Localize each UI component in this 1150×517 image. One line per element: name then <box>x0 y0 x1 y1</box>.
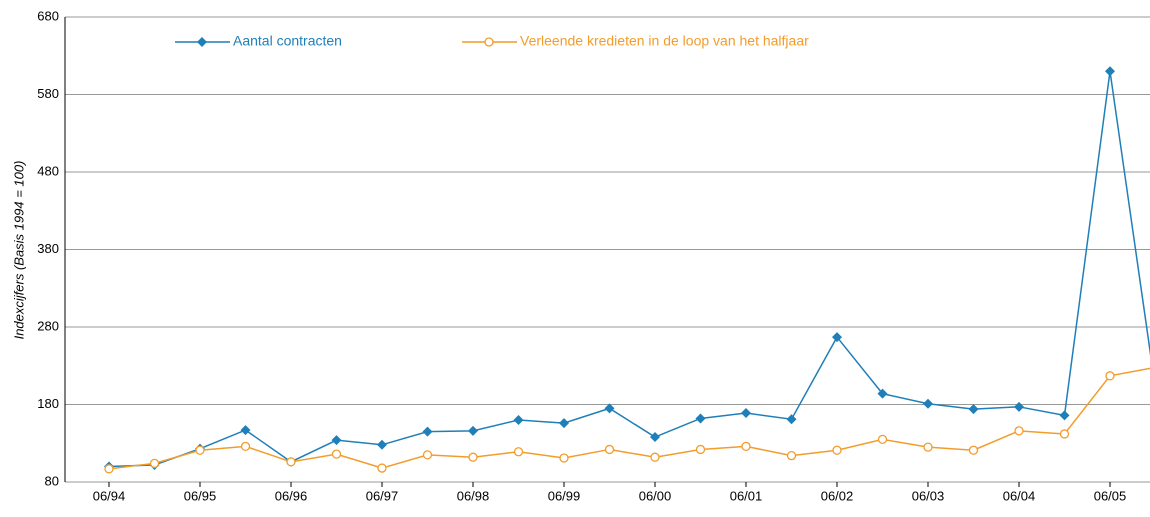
y-tick-label: 580 <box>37 86 59 101</box>
y-axis-title: Indexcijfers (Basis 1994 = 100) <box>11 161 26 340</box>
point <box>240 425 251 436</box>
point <box>195 445 205 455</box>
point <box>513 415 524 425</box>
point <box>741 441 751 452</box>
point <box>968 404 979 415</box>
legend-label: Verleende kredieten in de loop van het h… <box>520 33 809 49</box>
point <box>240 441 251 452</box>
y-tick-label: 380 <box>37 241 59 256</box>
y-tick-label: 480 <box>37 163 59 178</box>
point <box>559 453 569 463</box>
x-tick-label: 06/98 <box>457 488 490 503</box>
point <box>513 447 524 457</box>
point <box>968 445 979 455</box>
point <box>1014 426 1024 436</box>
point <box>923 398 933 409</box>
point <box>923 442 933 452</box>
x-tick-label: 06/03 <box>912 488 945 503</box>
point <box>149 458 160 469</box>
x-tick-label: 06/97 <box>366 488 399 503</box>
point <box>377 463 387 473</box>
plot-area <box>104 66 1150 474</box>
legend-label: Aantal contracten <box>233 33 342 49</box>
y-tick-label: 180 <box>37 396 59 411</box>
point <box>331 435 342 446</box>
point <box>422 426 433 437</box>
point <box>468 452 478 462</box>
point <box>104 464 114 474</box>
x-tick-label: 06/95 <box>184 488 217 503</box>
x-tick-label: 06/96 <box>275 488 308 503</box>
line <box>108 71 1150 468</box>
line <box>108 367 1150 470</box>
x-tick-label: 06/01 <box>730 488 763 503</box>
point <box>422 450 433 460</box>
point <box>877 388 888 399</box>
x-tick-label: 06/05 <box>1094 488 1127 503</box>
point <box>468 425 478 436</box>
point <box>1105 371 1115 381</box>
x-tick-label: 06/99 <box>548 488 581 503</box>
point <box>877 434 888 445</box>
y-tick-label: 680 <box>37 8 59 23</box>
point <box>377 439 387 450</box>
point <box>197 37 207 47</box>
point <box>695 413 706 424</box>
x-tick-label: 06/02 <box>821 488 854 503</box>
point <box>1059 429 1070 439</box>
point <box>741 408 751 419</box>
point <box>832 332 842 343</box>
point <box>1014 401 1024 412</box>
point <box>331 449 342 459</box>
point <box>1105 66 1115 77</box>
point <box>650 432 660 443</box>
point <box>1059 410 1070 421</box>
x-tick-label: 06/04 <box>1003 488 1036 503</box>
point <box>695 444 706 455</box>
y-tick-label: 280 <box>37 318 59 333</box>
x-tick-label: 06/00 <box>639 488 672 503</box>
point <box>786 450 797 461</box>
point <box>650 452 660 462</box>
point <box>786 414 797 425</box>
point <box>559 418 569 429</box>
point <box>604 403 615 414</box>
y-tick-label: 80 <box>45 473 59 488</box>
point <box>832 445 842 455</box>
point <box>604 444 615 455</box>
x-tick-label: 06/94 <box>93 488 126 503</box>
point <box>484 37 494 47</box>
point <box>286 457 296 467</box>
